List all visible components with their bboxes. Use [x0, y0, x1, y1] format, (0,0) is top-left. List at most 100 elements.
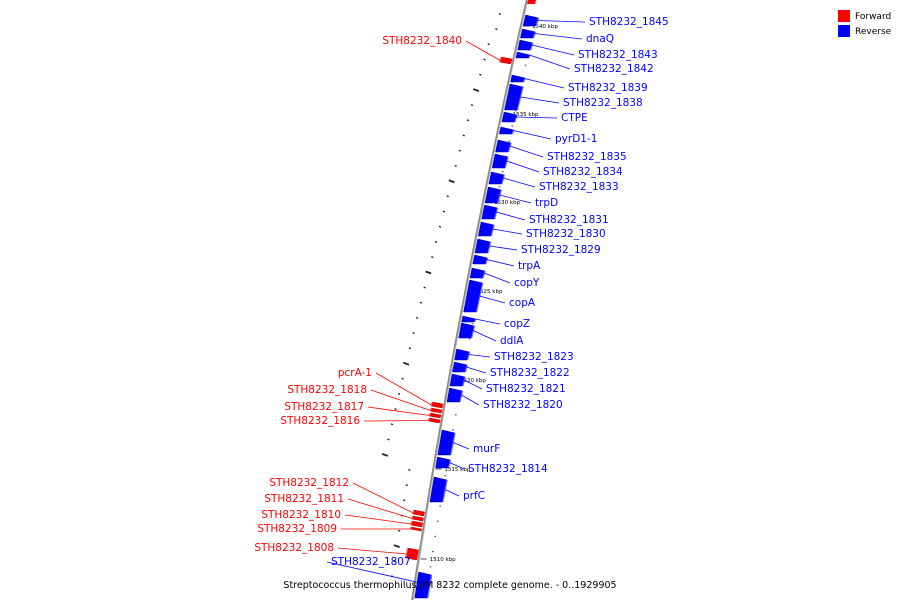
leader-line: [472, 330, 497, 342]
gene-label[interactable]: STH8232_1833: [539, 181, 619, 193]
leader-line: [352, 482, 414, 514]
gene-label[interactable]: pyrD1-1: [555, 133, 597, 145]
gene-block-copa[interactable]: [463, 279, 484, 313]
gene-block-prfc[interactable]: [429, 476, 448, 503]
gene-block-sth8232-1811[interactable]: [411, 515, 424, 522]
gene-block-sth8232-1845[interactable]: [522, 14, 540, 27]
rim-dot: [458, 149, 461, 152]
gene-block-sth8232-1807[interactable]: [414, 571, 433, 599]
rim-dot: [436, 520, 439, 522]
gene-label[interactable]: STH8232_1839: [568, 82, 648, 94]
gene-block-sth8232-1810[interactable]: [410, 520, 424, 528]
gene-block-sth8232-1830[interactable]: [477, 221, 495, 237]
gene-block-sth8232-1822[interactable]: [452, 361, 468, 373]
leader-line: [502, 177, 536, 188]
gene-body: [430, 401, 444, 409]
gene-label[interactable]: ddlA: [500, 335, 524, 347]
gene-block-sth8232-1816[interactable]: [427, 417, 441, 424]
gene-label[interactable]: STH8232_1834: [543, 166, 623, 178]
gene-block-ddla[interactable]: [458, 322, 476, 339]
gene-block-pcra-1[interactable]: [430, 401, 444, 409]
gene-label[interactable]: STH8232_1829: [521, 244, 601, 256]
gene-block-sth8232-1833[interactable]: [488, 171, 505, 185]
gene-label[interactable]: dnaQ: [586, 33, 614, 45]
gene-body: [520, 28, 536, 39]
gene-block-sth8232-1808[interactable]: [405, 547, 419, 561]
gene-block-ctpe[interactable]: [501, 111, 518, 123]
gene-label[interactable]: STH8232_1830: [526, 228, 606, 240]
leader-line: [363, 420, 429, 422]
gene-shading: [507, 142, 512, 153]
gene-label[interactable]: STH8232_1808: [254, 542, 334, 554]
gene-block-sth8232-1834[interactable]: [491, 153, 509, 169]
gene-label[interactable]: STH8232_1814: [468, 463, 548, 475]
gene-block-sth8232-1835[interactable]: [495, 139, 512, 153]
gene-label[interactable]: STH8232_1842: [574, 63, 654, 75]
gene-block-sth8232-1829[interactable]: [474, 238, 492, 254]
gene-block-sth8232-1840[interactable]: [498, 56, 513, 65]
gene-block-sth8232-1839[interactable]: [510, 74, 526, 83]
gene-label[interactable]: copA: [509, 297, 536, 309]
gene-label[interactable]: prfC: [463, 490, 485, 502]
rim-dot: [446, 195, 449, 198]
leader-line: [479, 295, 506, 304]
rim-dot: [470, 104, 474, 107]
gene-label[interactable]: STH8232_1810: [261, 509, 341, 521]
gene-block-sth8232-1843[interactable]: [517, 39, 534, 51]
gene-block-copz[interactable]: [461, 315, 477, 323]
gene-label[interactable]: STH8232_1831: [529, 214, 609, 226]
gene-label[interactable]: copY: [514, 277, 540, 289]
rim-dot: [508, 140, 510, 142]
gene-block-sth8232-1823[interactable]: [454, 348, 471, 361]
gene-block-sth8232-1831[interactable]: [481, 204, 499, 220]
gene-block-sth8232-1809[interactable]: [409, 526, 423, 532]
gene-block-sth8232-1838[interactable]: [504, 83, 524, 111]
rim-dot: [393, 560, 396, 563]
gene-shading: [487, 241, 492, 254]
tick-label: 1520 kbp: [460, 378, 486, 384]
gene-label[interactable]: STH8232_1811: [264, 493, 344, 505]
gene-block-murf[interactable]: [437, 429, 456, 456]
gene-label[interactable]: STH8232_1821: [486, 383, 566, 395]
gene-label[interactable]: STH8232_1817: [284, 401, 364, 413]
gene-block-sth8232-1814[interactable]: [435, 456, 452, 469]
gene-block-trpa[interactable]: [472, 254, 489, 265]
gene-label[interactable]: STH8232_1820: [483, 399, 563, 411]
leader-line: [531, 44, 575, 56]
gene-label[interactable]: STH8232_1823: [494, 351, 574, 363]
gene-label[interactable]: STH8232_1822: [490, 367, 570, 379]
gene-label[interactable]: STH8232_1843: [578, 49, 658, 61]
gene-label[interactable]: STH8232_1835: [547, 151, 627, 163]
gene-label[interactable]: STH8232_1812: [269, 477, 349, 489]
gene-label[interactable]: CTPE: [561, 112, 588, 124]
gene-label[interactable]: STH8232_1807: [331, 556, 411, 568]
gene-block-partial-top: [527, 0, 536, 4]
gene-label[interactable]: STH8232_1845: [589, 16, 669, 28]
gene-block-sth8232-1817[interactable]: [428, 412, 442, 419]
gene-block-copy[interactable]: [469, 267, 486, 279]
gene-label[interactable]: trpA: [518, 260, 541, 272]
gene-label[interactable]: trpD: [535, 197, 558, 209]
gene-label[interactable]: STH8232_1816: [280, 415, 360, 427]
gene-label[interactable]: STH8232_1809: [257, 523, 337, 535]
gene-label[interactable]: pcrA-1: [338, 367, 372, 379]
gene-block-sth8232-1821[interactable]: [449, 373, 466, 387]
gene-block-sth8232-1818[interactable]: [429, 407, 443, 414]
legend-label-forward: Forward: [855, 12, 891, 22]
rim-dot: [452, 429, 454, 431]
gene-block-sth8232-1812[interactable]: [412, 509, 425, 517]
gene-body: [454, 348, 470, 361]
gene-shading: [427, 574, 433, 599]
tick-label: 1525 kbp: [477, 289, 503, 295]
gene-block-dnaq[interactable]: [520, 28, 536, 39]
gene-block-pyrd1-1[interactable]: [498, 126, 515, 135]
leader-line: [515, 116, 558, 119]
gene-label[interactable]: STH8232_1840: [382, 35, 462, 47]
gene-block-sth8232-1842[interactable]: [515, 51, 531, 59]
gene-block-trpd[interactable]: [484, 186, 502, 204]
gene-label[interactable]: copZ: [504, 318, 530, 330]
gene-label[interactable]: murF: [473, 443, 500, 455]
gene-block-sth8232-1820[interactable]: [446, 387, 464, 403]
gene-label[interactable]: STH8232_1838: [563, 97, 643, 109]
gene-label[interactable]: STH8232_1818: [287, 384, 367, 396]
